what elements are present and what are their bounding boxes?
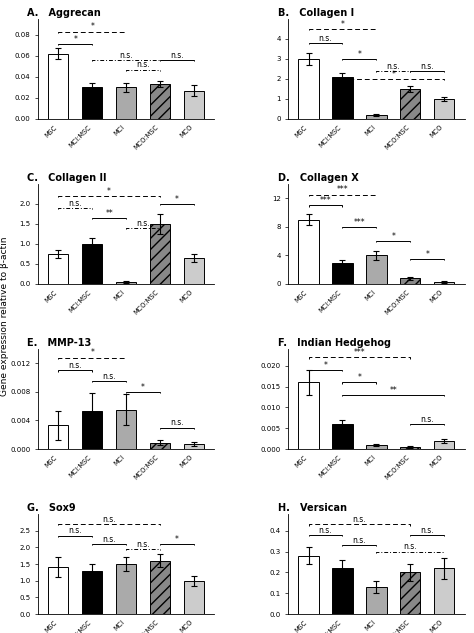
- Bar: [434, 282, 455, 284]
- Bar: [150, 84, 170, 119]
- Bar: [366, 587, 387, 614]
- Bar: [332, 568, 353, 614]
- Bar: [48, 425, 68, 449]
- Text: n.s.: n.s.: [319, 525, 332, 535]
- Bar: [184, 580, 204, 614]
- Text: n.s.: n.s.: [68, 527, 82, 536]
- Text: ***: ***: [320, 196, 331, 205]
- Bar: [434, 568, 455, 614]
- Bar: [299, 220, 319, 284]
- Bar: [184, 444, 204, 449]
- Bar: [332, 77, 353, 119]
- Text: *: *: [392, 70, 395, 78]
- Text: n.s.: n.s.: [420, 415, 434, 423]
- Bar: [366, 115, 387, 119]
- Text: n.s.: n.s.: [136, 540, 150, 549]
- Bar: [150, 442, 170, 449]
- Bar: [82, 571, 102, 614]
- Bar: [299, 556, 319, 614]
- Text: *: *: [175, 195, 179, 204]
- Bar: [48, 254, 68, 284]
- Text: n.s.: n.s.: [170, 51, 184, 60]
- Bar: [82, 87, 102, 119]
- Bar: [366, 445, 387, 449]
- Bar: [150, 561, 170, 614]
- Text: E.   MMP-13: E. MMP-13: [27, 338, 91, 348]
- Text: ***: ***: [337, 185, 348, 194]
- Text: *: *: [357, 373, 361, 382]
- Bar: [82, 411, 102, 449]
- Text: *: *: [107, 187, 111, 196]
- Text: B.   Collagen I: B. Collagen I: [278, 8, 354, 18]
- Text: H.   Versican: H. Versican: [278, 503, 346, 513]
- Text: *: *: [141, 382, 145, 392]
- Text: n.s.: n.s.: [102, 372, 116, 381]
- Text: n.s.: n.s.: [119, 51, 133, 60]
- Text: *: *: [90, 22, 94, 32]
- Bar: [400, 89, 420, 119]
- Bar: [299, 382, 319, 449]
- Text: *: *: [340, 20, 345, 28]
- Text: n.s.: n.s.: [102, 535, 116, 544]
- Bar: [116, 564, 136, 614]
- Text: n.s.: n.s.: [420, 525, 434, 535]
- Text: n.s.: n.s.: [68, 199, 82, 208]
- Bar: [150, 224, 170, 284]
- Bar: [434, 99, 455, 119]
- Text: **: **: [390, 385, 397, 394]
- Text: *: *: [73, 35, 77, 44]
- Text: n.s.: n.s.: [353, 536, 366, 545]
- Bar: [400, 572, 420, 614]
- Bar: [184, 91, 204, 119]
- Text: n.s.: n.s.: [102, 515, 116, 523]
- Text: n.s.: n.s.: [68, 361, 82, 370]
- Text: *: *: [392, 232, 395, 241]
- Bar: [400, 279, 420, 284]
- Bar: [332, 263, 353, 284]
- Bar: [48, 54, 68, 119]
- Text: *: *: [324, 361, 328, 370]
- Text: Gene expression relative to β-actin: Gene expression relative to β-actin: [0, 237, 9, 396]
- Bar: [434, 441, 455, 449]
- Text: **: **: [105, 209, 113, 218]
- Bar: [116, 410, 136, 449]
- Text: n.s.: n.s.: [319, 34, 332, 43]
- Bar: [48, 567, 68, 614]
- Text: ***: ***: [354, 348, 365, 357]
- Bar: [184, 258, 204, 284]
- Bar: [82, 244, 102, 284]
- Text: n.s.: n.s.: [386, 62, 400, 71]
- Bar: [116, 87, 136, 119]
- Text: n.s.: n.s.: [353, 515, 366, 524]
- Text: n.s.: n.s.: [403, 542, 417, 551]
- Bar: [116, 282, 136, 284]
- Text: F.   Indian Hedgehog: F. Indian Hedgehog: [278, 338, 391, 348]
- Text: n.s.: n.s.: [420, 62, 434, 71]
- Bar: [332, 424, 353, 449]
- Text: n.s.: n.s.: [170, 418, 184, 427]
- Bar: [299, 59, 319, 119]
- Text: C.   Collagen II: C. Collagen II: [27, 173, 107, 183]
- Text: *: *: [357, 50, 361, 59]
- Text: n.s.: n.s.: [136, 60, 150, 69]
- Text: ***: ***: [354, 218, 365, 227]
- Text: D.   Collagen X: D. Collagen X: [278, 173, 358, 183]
- Text: *: *: [425, 250, 429, 259]
- Text: n.s.: n.s.: [136, 219, 150, 228]
- Text: *: *: [90, 348, 94, 358]
- Text: A.   Aggrecan: A. Aggrecan: [27, 8, 101, 18]
- Bar: [400, 447, 420, 449]
- Bar: [366, 256, 387, 284]
- Text: *: *: [175, 535, 179, 544]
- Text: G.   Sox9: G. Sox9: [27, 503, 76, 513]
